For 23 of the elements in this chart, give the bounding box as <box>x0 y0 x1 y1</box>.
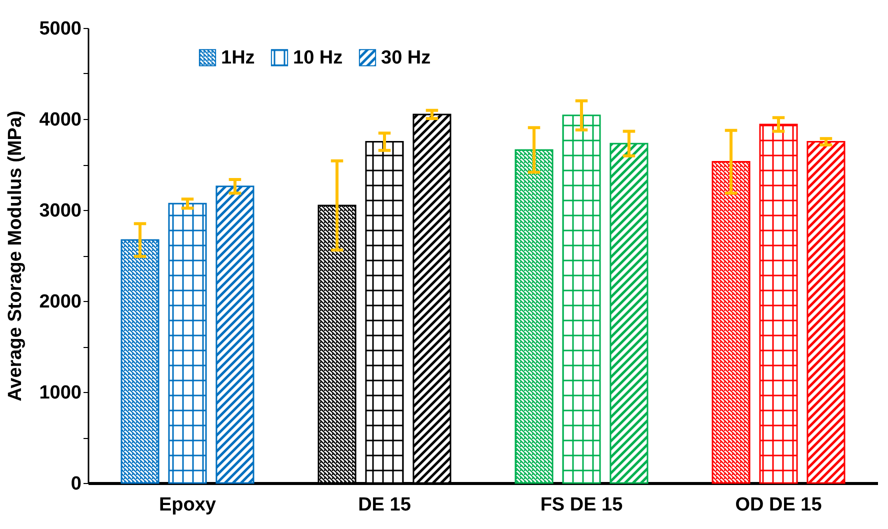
x-tick-label: FS DE 15 <box>540 494 624 516</box>
bar <box>120 239 160 484</box>
x-tick-label: Epoxy <box>158 494 216 516</box>
legend-label: 10 Hz <box>293 48 343 69</box>
bar <box>168 202 207 484</box>
legend-label: 30 Hz <box>381 48 431 69</box>
y-tick-label: 3000 <box>39 200 82 222</box>
bar <box>759 124 798 484</box>
y-tick-label: 5000 <box>39 18 82 40</box>
y-axis-title: Average Storage Modulus (MPa) <box>5 110 26 402</box>
bar <box>514 149 554 484</box>
x-tick-label: OD DE 15 <box>735 494 822 516</box>
y-tick-label: 1000 <box>39 382 82 404</box>
y-tick-label: 2000 <box>39 292 82 312</box>
y-tick-label: 4000 <box>39 110 82 130</box>
y-tick-label: 0 <box>70 474 82 494</box>
bar <box>562 114 601 484</box>
bar <box>806 141 846 484</box>
bar <box>610 142 648 484</box>
x-tick-label: DE 15 <box>358 494 412 516</box>
bar <box>712 161 750 484</box>
bar <box>216 186 254 484</box>
legend-label: 1Hz <box>221 48 255 69</box>
